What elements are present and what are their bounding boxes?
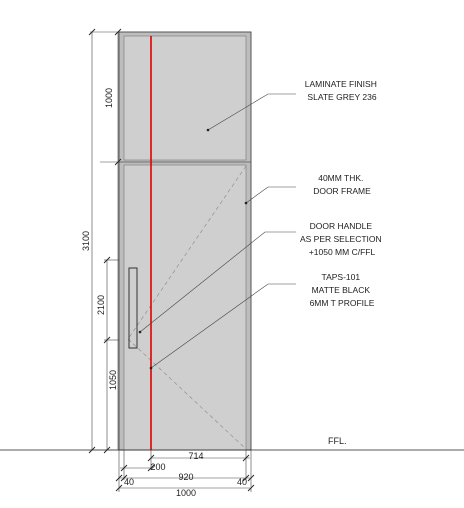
door-handle bbox=[128, 267, 138, 349]
note-laminate: LAMINATE FINISH SLATE GREY 236 bbox=[305, 79, 379, 102]
door-swing-indicator bbox=[127, 165, 247, 450]
note-handle-line: +1050 MM C/FFL bbox=[309, 247, 376, 257]
note-profile-line: 6MM T PROFILE bbox=[310, 298, 375, 308]
dim-handle-zone: 2100 bbox=[96, 295, 106, 315]
note-handle: DOOR HANDLE AS PER SELECTION +1050 MM C/… bbox=[300, 221, 384, 257]
vertical-dimension-ticks bbox=[88, 28, 122, 454]
ffl-label: FFL. bbox=[328, 436, 347, 446]
dim-handle-height: 1050 bbox=[108, 370, 118, 390]
upper-fixed-panel bbox=[123, 35, 247, 161]
note-frame-line: 40MM THK. bbox=[318, 173, 363, 183]
horizontal-dimension-lines bbox=[118, 450, 252, 492]
dim-overall-width: 1000 bbox=[176, 488, 196, 498]
dim-frame-right: 40 bbox=[237, 477, 247, 487]
vertical-dimension-lines bbox=[90, 31, 119, 451]
note-profile: TAPS-101 MATTE BLACK 6MM T PROFILE bbox=[310, 272, 375, 308]
dim-frame-left: 40 bbox=[124, 477, 134, 487]
note-handle-line: AS PER SELECTION bbox=[300, 234, 382, 244]
dim-leaf-width: 920 bbox=[178, 472, 193, 482]
annotation-dots bbox=[138, 128, 248, 370]
dim-leaf-remainder: 714 bbox=[188, 451, 203, 461]
note-profile-line: TAPS-101 bbox=[322, 272, 361, 282]
note-frame: 40MM THK. DOOR FRAME bbox=[313, 173, 371, 196]
dim-upper-panel: 1000 bbox=[104, 88, 114, 108]
note-handle-line: DOOR HANDLE bbox=[310, 221, 373, 231]
dim-overall-height: 3100 bbox=[81, 231, 91, 251]
dim-handle-offset: 200 bbox=[150, 462, 165, 472]
note-laminate-line: LAMINATE FINISH bbox=[305, 79, 377, 89]
horizontal-dimension-ticks bbox=[115, 454, 255, 492]
note-profile-line: MATTE BLACK bbox=[312, 285, 371, 295]
note-laminate-line: SLATE GREY 236 bbox=[307, 92, 376, 102]
note-frame-line: DOOR FRAME bbox=[313, 186, 371, 196]
annotation-leaders bbox=[139, 93, 296, 369]
door-leaf-panel bbox=[123, 164, 247, 451]
